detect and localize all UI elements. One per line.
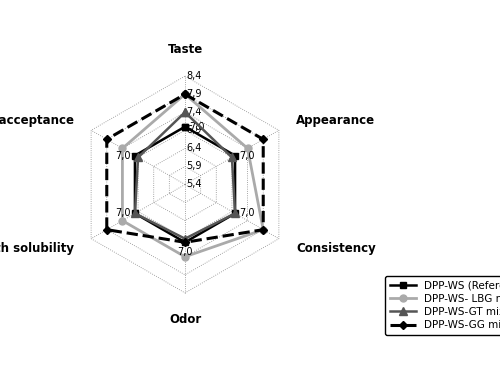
DPP-WS-GT mix (135, 155, 141, 160)
DPP-WS-GT mix (182, 110, 188, 114)
DPP-WS- LBG mix (120, 218, 126, 223)
Line: DPP-WS- LBG mix: DPP-WS- LBG mix (119, 91, 266, 260)
DPP-WS- LBG mix (182, 255, 188, 259)
Text: Mouth solubility: Mouth solubility (0, 242, 74, 255)
Line: DPP-WS (Reference): DPP-WS (Reference) (132, 123, 238, 246)
Text: 7,4: 7,4 (186, 107, 202, 117)
DPP-WS-GG mix (182, 92, 188, 96)
DPP-WS-GG mix (260, 137, 266, 142)
DPP-WS (Reference) (132, 154, 138, 158)
Text: 6,4: 6,4 (186, 144, 202, 154)
Text: 7,0: 7,0 (240, 151, 255, 161)
DPP-WS-GG mix (182, 92, 188, 96)
DPP-WS- LBG mix (260, 227, 266, 232)
DPP-WS- LBG mix (120, 146, 126, 151)
DPP-WS-GT mix (229, 155, 235, 160)
Text: Odor: Odor (169, 313, 201, 326)
Line: DPP-WS-GT mix: DPP-WS-GT mix (131, 108, 239, 243)
Text: 6,9: 6,9 (186, 125, 202, 135)
DPP-WS-GT mix (182, 110, 188, 114)
DPP-WS (Reference) (232, 211, 238, 215)
Text: Appearance: Appearance (296, 114, 375, 127)
DPP-WS-GG mix (104, 137, 110, 142)
Text: 7,0: 7,0 (177, 246, 193, 257)
DPP-WS-GT mix (182, 237, 188, 241)
Text: Consistency: Consistency (296, 242, 376, 255)
Text: 7,9: 7,9 (186, 89, 202, 99)
DPP-WS (Reference) (182, 124, 188, 129)
Text: 5,9: 5,9 (186, 161, 202, 172)
Text: 7,0: 7,0 (115, 208, 130, 218)
DPP-WS (Reference) (182, 124, 188, 129)
Line: DPP-WS-GG mix: DPP-WS-GG mix (104, 92, 266, 245)
DPP-WS- LBG mix (182, 92, 188, 96)
DPP-WS-GG mix (104, 227, 110, 232)
Text: Taste: Taste (168, 43, 202, 56)
Text: 7,0: 7,0 (190, 122, 205, 132)
Text: Overall acceptance: Overall acceptance (0, 114, 74, 127)
Legend: DPP-WS (Reference), DPP-WS- LBG mix, DPP-WS-GT mix, DPP-WS-GG mix: DPP-WS (Reference), DPP-WS- LBG mix, DPP… (384, 276, 500, 335)
Text: 7,0: 7,0 (240, 208, 255, 218)
DPP-WS-GT mix (132, 211, 138, 215)
DPP-WS (Reference) (132, 211, 138, 215)
Text: 5,4: 5,4 (186, 179, 202, 190)
Text: 7,0: 7,0 (115, 151, 130, 161)
Text: 8,4: 8,4 (186, 71, 202, 81)
DPP-WS-GG mix (260, 227, 266, 232)
DPP-WS-GT mix (232, 211, 238, 215)
DPP-WS (Reference) (182, 240, 188, 245)
DPP-WS-GG mix (182, 240, 188, 245)
DPP-WS- LBG mix (244, 146, 250, 151)
DPP-WS (Reference) (232, 154, 238, 158)
DPP-WS- LBG mix (182, 92, 188, 96)
